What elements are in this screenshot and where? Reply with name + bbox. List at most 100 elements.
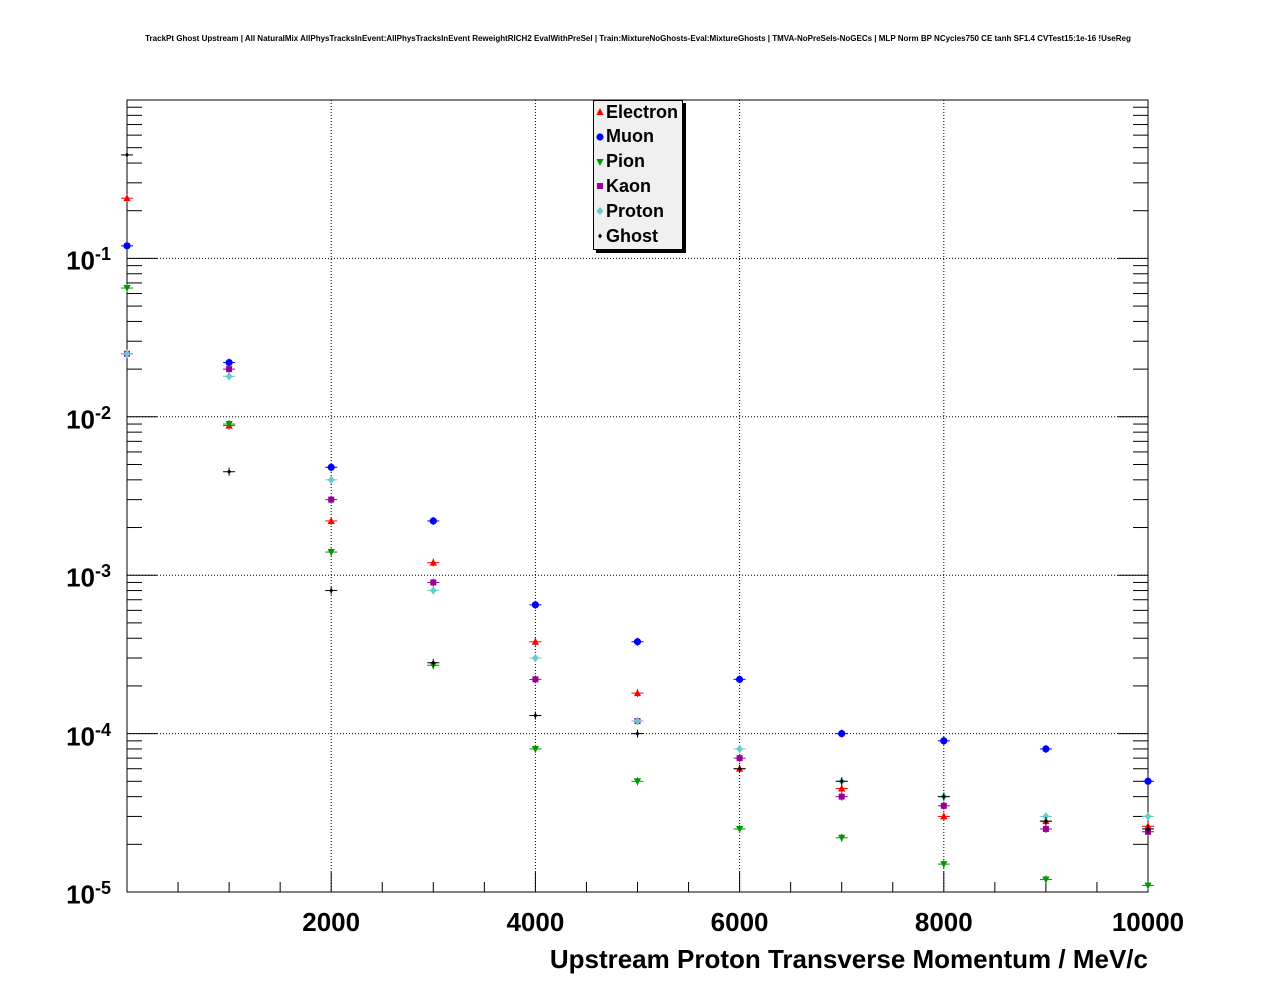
data-point — [429, 558, 437, 566]
legend-item-ghost: Ghost — [594, 224, 658, 248]
y-tick-exponent: -1 — [94, 244, 111, 265]
x-tick-label: 8000 — [914, 907, 973, 937]
series-ghost — [121, 150, 1154, 833]
data-point — [1144, 812, 1152, 821]
data-point — [328, 496, 335, 503]
data-point — [327, 475, 335, 484]
y-tick-label: 10-1 — [66, 244, 111, 277]
data-point — [227, 469, 232, 475]
legend: Electron Muon Pion Kaon Proton Ghost — [593, 100, 683, 250]
data-point — [429, 586, 437, 595]
data-point — [123, 242, 131, 250]
data-point — [532, 676, 539, 683]
y-tick-label: 10-2 — [66, 403, 111, 436]
data-point — [329, 588, 334, 594]
y-tick-exponent: -2 — [94, 402, 111, 423]
chart-title: TrackPt Ghost Upstream | All NaturalMix … — [145, 34, 1131, 43]
data-point — [736, 675, 744, 683]
data-point — [327, 549, 335, 557]
data-point — [429, 517, 437, 525]
data-point — [839, 778, 844, 784]
legend-marker-shape — [596, 108, 604, 115]
data-point — [225, 358, 233, 367]
legend-item-pion: Pion — [594, 150, 645, 174]
legend-marker-shape — [597, 183, 603, 190]
legend-label: Proton — [606, 200, 664, 221]
legend-item-proton: Proton — [594, 199, 664, 223]
data-point — [431, 660, 436, 666]
y-tick-label: 10-5 — [66, 878, 111, 911]
legend-item-muon: Muon — [594, 125, 654, 149]
data-point — [838, 793, 845, 800]
y-tick-base: 10 — [66, 246, 95, 277]
legend-marker-shape — [596, 158, 604, 166]
data-point — [736, 755, 743, 762]
data-point — [633, 638, 642, 646]
data-point — [1042, 745, 1050, 753]
legend-label: Pion — [606, 151, 645, 172]
series-pion — [121, 284, 1154, 890]
data-point — [940, 812, 948, 820]
y-tick-exponent: -5 — [94, 878, 111, 898]
data-points — [121, 150, 1154, 890]
data-point — [940, 737, 948, 745]
data-point — [531, 601, 540, 609]
x-tick-label: 10000 — [1111, 907, 1185, 937]
legend-label: Kaon — [606, 175, 651, 196]
legend-label: Ghost — [606, 225, 658, 246]
data-point — [531, 654, 539, 663]
data-point — [123, 194, 131, 202]
y-tick-base: 10 — [66, 562, 95, 593]
x-tick-label: 2000 — [302, 907, 361, 937]
data-point — [736, 825, 744, 833]
data-point — [1144, 882, 1152, 890]
legend-marker — [597, 183, 603, 190]
y-tick-label: 10-3 — [66, 561, 111, 594]
data-point — [1042, 876, 1050, 884]
legend-label: Electron — [606, 101, 679, 122]
y-tick-exponent: -3 — [94, 561, 111, 582]
y-tick-base: 10 — [66, 404, 95, 435]
data-point — [430, 579, 437, 586]
data-point — [1043, 818, 1048, 824]
legend-marker-shape — [598, 233, 602, 239]
data-point — [531, 745, 539, 753]
axis-ticks — [127, 106, 1149, 893]
series-muon — [121, 241, 1154, 786]
data-point — [1042, 812, 1050, 821]
legend-item-kaon: Kaon — [594, 174, 651, 198]
legend-label: Muon — [606, 126, 654, 147]
data-point — [941, 794, 946, 800]
legend-marker — [596, 158, 604, 166]
legend-marker — [596, 207, 604, 216]
legend-marker-shape — [596, 133, 604, 141]
data-point — [635, 731, 640, 737]
data-point — [531, 637, 539, 645]
y-tick-base: 10 — [66, 721, 95, 752]
legend-marker — [596, 108, 604, 115]
data-point — [1042, 825, 1049, 832]
data-point — [736, 744, 744, 753]
data-point — [838, 784, 846, 792]
data-point — [838, 730, 846, 738]
y-tick-label: 10-4 — [66, 720, 111, 753]
data-point — [940, 802, 947, 809]
data-point — [634, 717, 641, 726]
data-point — [123, 349, 131, 358]
data-point — [737, 766, 742, 772]
data-point — [1144, 777, 1152, 785]
data-point — [633, 778, 642, 786]
x-tick-label: 4000 — [506, 907, 565, 937]
x-tick-label: 6000 — [710, 907, 769, 937]
y-tick-base: 10 — [66, 879, 95, 910]
legend-marker-shape — [596, 207, 604, 216]
data-point — [125, 152, 129, 158]
legend-marker — [598, 233, 602, 239]
data-point — [225, 421, 233, 429]
data-point — [226, 366, 233, 373]
data-point — [1146, 826, 1150, 832]
data-point — [327, 516, 335, 524]
data-point — [327, 463, 335, 471]
data-point — [940, 861, 948, 869]
